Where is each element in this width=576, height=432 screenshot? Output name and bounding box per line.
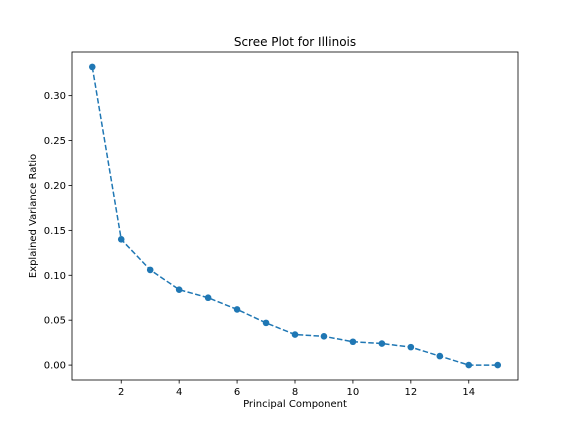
y-tick-label: 0.30: [44, 91, 66, 102]
data-point: [349, 338, 357, 346]
plot-marks: [88, 63, 502, 369]
y-tick-label: 0.20: [44, 181, 66, 192]
x-tick-label: 12: [404, 387, 417, 398]
data-point: [146, 266, 154, 274]
x-axis-ticks: 2 4 6 8 10 12 14: [118, 380, 475, 398]
x-axis-label: Principal Component: [243, 399, 347, 410]
x-tick-label: 2: [118, 387, 124, 398]
data-point: [175, 286, 183, 293]
y-tick-label: 0.10: [44, 271, 66, 282]
y-axis-ticks: 0.00 0.05 0.10 0.15 0.20 0.25 0.30: [44, 91, 72, 372]
y-tick-label: 0.00: [44, 361, 66, 372]
x-tick-label: 14: [462, 387, 475, 398]
y-tick-label: 0.25: [44, 136, 66, 147]
data-point: [320, 333, 328, 340]
x-tick-label: 4: [176, 387, 182, 398]
data-point: [233, 306, 241, 313]
data-point: [378, 340, 386, 347]
x-tick-label: 6: [234, 387, 240, 398]
x-tick-label: 8: [292, 387, 298, 398]
y-tick-label: 0.15: [44, 226, 66, 237]
y-tick-label: 0.05: [44, 316, 66, 327]
data-point: [204, 294, 212, 302]
data-point: [117, 236, 125, 243]
data-point: [262, 319, 270, 327]
data-point: [436, 352, 444, 360]
data-point: [494, 361, 502, 369]
data-point: [465, 361, 473, 369]
chart-title: Scree Plot for Illinois: [234, 35, 356, 49]
plot-area-frame: [71, 51, 519, 381]
data-point: [291, 331, 299, 338]
data-point: [88, 63, 96, 71]
x-tick-label: 10: [347, 387, 360, 398]
y-axis-label: Explained Variance Ratio: [28, 154, 39, 278]
data-point: [407, 343, 415, 351]
